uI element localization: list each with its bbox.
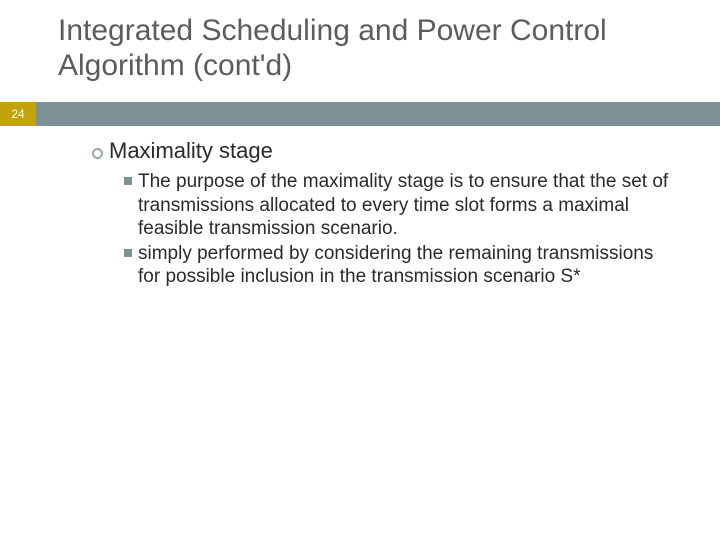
accent-bar: 24	[0, 102, 720, 126]
slide: Integrated Scheduling and Power Control …	[0, 0, 720, 540]
bullet-level1: Maximality stage	[92, 138, 672, 164]
bullet-level1-text: Maximality stage	[109, 138, 273, 164]
body-content: Maximality stage The purpose of the maxi…	[92, 138, 672, 290]
ring-bullet-icon	[92, 148, 103, 159]
square-bullet-icon	[124, 249, 132, 257]
bullet-level2: simply performed by considering the rema…	[124, 242, 672, 288]
bullet-level2-text: simply performed by considering the rema…	[138, 242, 672, 288]
page-number: 24	[11, 107, 24, 121]
bullet-level2-group: The purpose of the maximality stage is t…	[124, 170, 672, 288]
bullet-level2-text: The purpose of the maximality stage is t…	[138, 170, 672, 240]
accent-bar-right	[36, 102, 720, 126]
accent-bar-left: 24	[0, 102, 36, 126]
slide-title: Integrated Scheduling and Power Control …	[58, 14, 678, 83]
bullet-level2: The purpose of the maximality stage is t…	[124, 170, 672, 240]
square-bullet-icon	[124, 177, 132, 185]
